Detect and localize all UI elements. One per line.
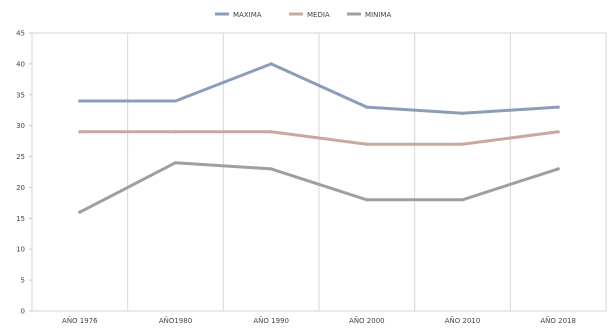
y-tick-label: 45 xyxy=(16,30,25,38)
y-tick-label: 5 xyxy=(21,277,25,285)
x-tick-label: AÑO 1990 xyxy=(253,316,289,325)
y-tick-label: 20 xyxy=(16,184,25,192)
data-point-minima xyxy=(556,167,560,171)
data-point-media xyxy=(78,130,82,134)
data-point-media xyxy=(269,130,273,134)
data-point-media xyxy=(460,142,465,146)
data-point-minima xyxy=(365,198,369,202)
data-point-minima xyxy=(269,167,273,171)
y-tick-label: 0 xyxy=(21,308,25,316)
data-point-media xyxy=(173,130,178,134)
data-point-maxima xyxy=(269,62,273,66)
y-tick-label: 10 xyxy=(16,246,25,254)
y-tick-label: 40 xyxy=(16,60,25,68)
x-tick-label: AÑO 2010 xyxy=(445,316,481,325)
legend-label-maxima: MAXIMA xyxy=(233,11,262,19)
data-point-maxima xyxy=(556,105,560,109)
data-point-media xyxy=(365,142,369,146)
y-tick-label: 30 xyxy=(16,122,25,130)
y-tick-label: 15 xyxy=(16,215,25,223)
data-point-minima xyxy=(173,161,178,165)
data-point-media xyxy=(556,130,560,134)
y-tick-label: 35 xyxy=(16,91,25,99)
legend-label-minima: MINIMA xyxy=(365,11,391,19)
data-point-minima xyxy=(460,198,465,202)
x-tick-label: AÑO1980 xyxy=(159,316,192,325)
y-tick-label: 25 xyxy=(16,153,25,161)
x-tick-label: AÑO 1976 xyxy=(62,316,98,325)
x-tick-label: AÑO 2018 xyxy=(540,316,576,325)
legend-label-media: MEDIA xyxy=(307,11,330,19)
series-line-minima xyxy=(78,161,560,214)
data-point-maxima xyxy=(173,99,178,103)
x-tick-label: AÑO 2000 xyxy=(349,316,385,325)
data-point-maxima xyxy=(460,111,465,115)
series-line-maxima xyxy=(78,62,560,115)
data-point-minima xyxy=(78,210,82,214)
data-point-maxima xyxy=(78,99,82,103)
data-point-maxima xyxy=(365,105,369,109)
series-line-media xyxy=(78,130,560,146)
